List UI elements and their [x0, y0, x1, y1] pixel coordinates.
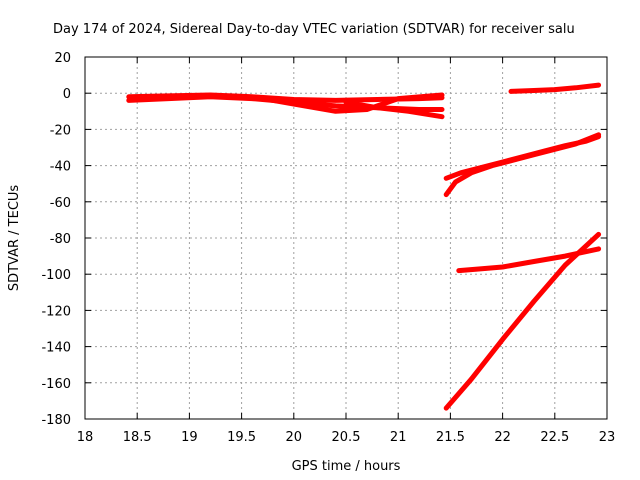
series-line-s5 [508, 82, 602, 94]
x-tick-label: 19.5 [227, 430, 256, 445]
y-tick-label: -20 [50, 123, 71, 138]
series-line-s4 [343, 99, 445, 120]
y-tick-label: -100 [41, 268, 71, 283]
series-line-s7 [443, 132, 602, 198]
tick-layer [84, 56, 608, 420]
x-tick-label: 21.5 [436, 430, 465, 445]
y-tick-label: -40 [50, 160, 71, 175]
series-layer [126, 82, 602, 411]
grid-layer [85, 57, 607, 419]
x-tick-label: 21 [390, 430, 407, 445]
x-tick-label: 20 [286, 430, 303, 445]
y-tick-label: 20 [54, 51, 71, 66]
series-line-s9 [443, 231, 602, 411]
y-tick-label: -120 [41, 304, 71, 319]
y-tick-label: 0 [63, 87, 71, 102]
x-axis-label: GPS time / hours [292, 459, 401, 474]
y-axis-label: SDTVAR / TECUs [7, 185, 22, 292]
series-line-s8 [456, 246, 602, 274]
x-tick-label: 20.5 [332, 430, 361, 445]
x-tick-label: 18.5 [123, 430, 152, 445]
x-tick-label: 22 [494, 430, 511, 445]
y-tick-label: -180 [41, 413, 71, 428]
x-tick-label: 23 [599, 430, 616, 445]
x-tick-label: 22.5 [540, 430, 569, 445]
y-tick-label: -160 [41, 377, 71, 392]
chart-title: Day 174 of 2024, Sidereal Day-to-day VTE… [53, 22, 575, 37]
y-tick-label: -60 [50, 196, 71, 211]
y-tick-label: -140 [41, 341, 71, 356]
x-tick-label: 19 [181, 430, 198, 445]
x-tick-label: 18 [77, 430, 94, 445]
series-line-s3 [260, 92, 445, 114]
x-tick-labels: 18 18.5 19 19.5 20 20.5 21 21.5 22 22.5 23 [77, 430, 616, 445]
y-tick-label: -80 [50, 232, 71, 247]
y-tick-labels: 20 0 -20 -40 -60 -80 -100 -120 -140 -160 -180 [41, 51, 71, 428]
